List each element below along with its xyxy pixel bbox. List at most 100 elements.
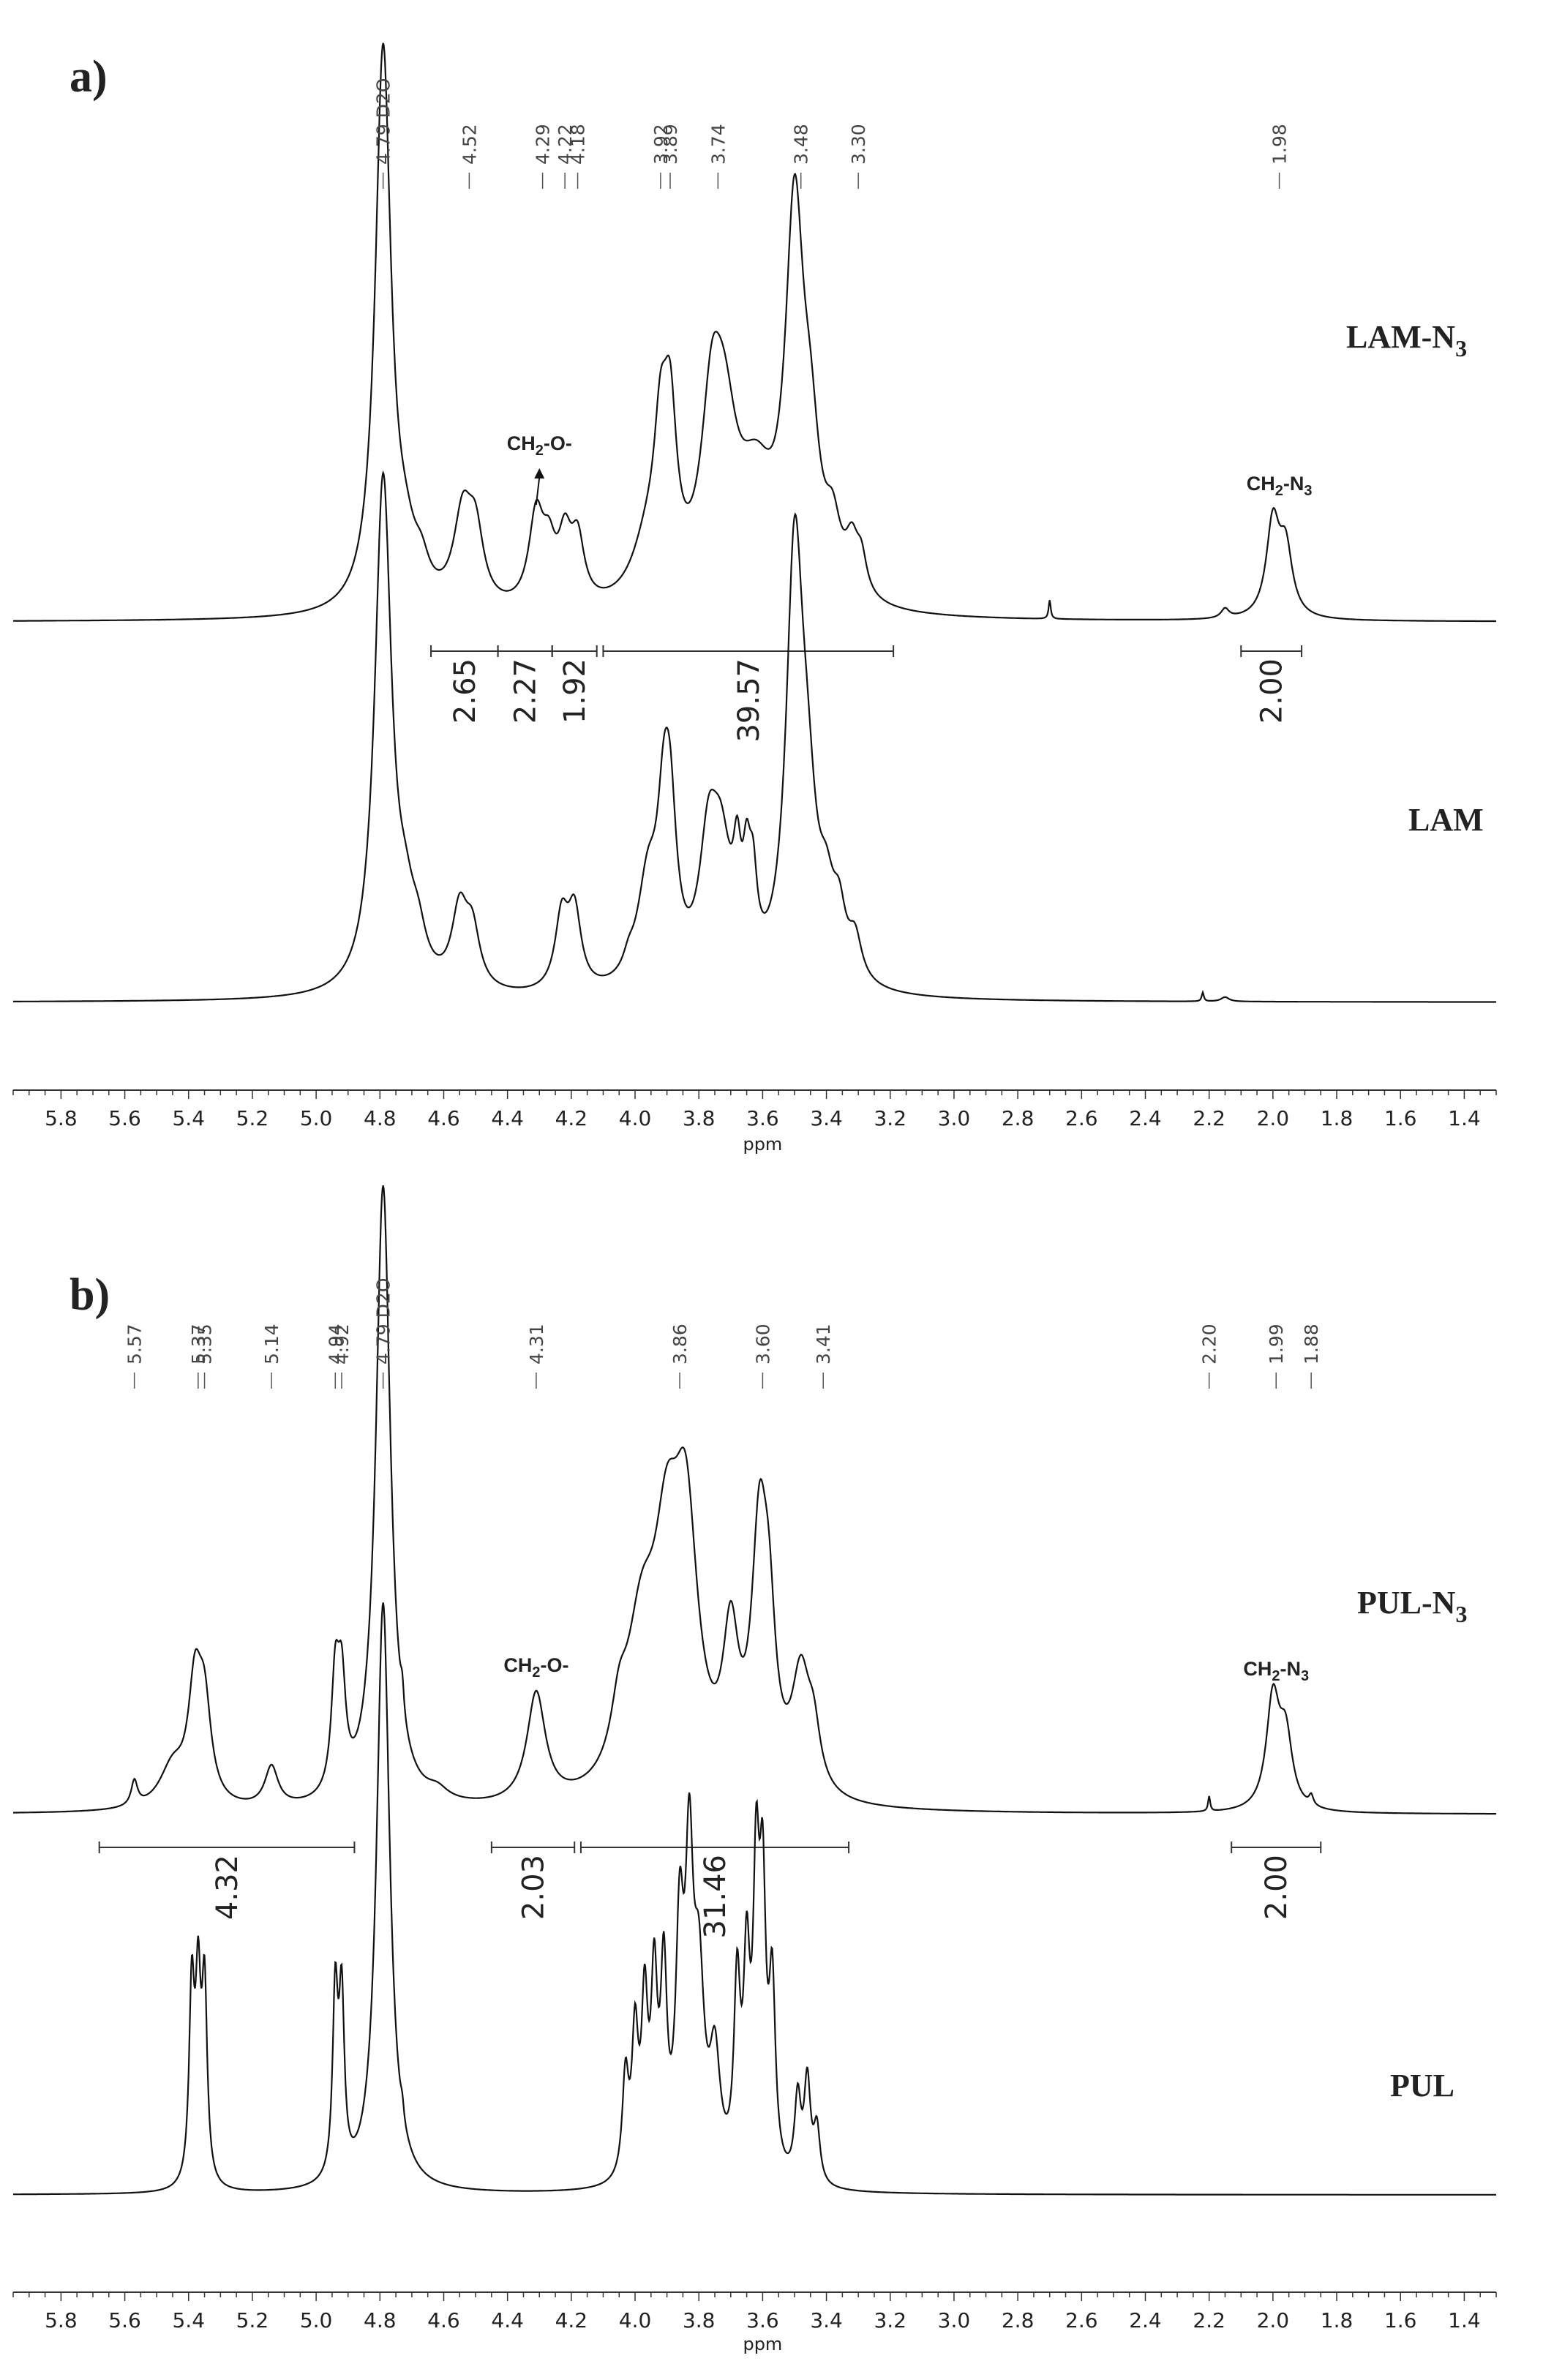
integral: 4.32	[98, 1842, 356, 1920]
spectrum-line	[13, 1602, 1496, 2196]
peak-label: 4.79 D2O	[373, 1278, 394, 1364]
x-tick-label: 4.6	[427, 1106, 460, 1130]
x-tick-label: 2.8	[1002, 2308, 1035, 2332]
peak-label-group: 3.74	[707, 124, 729, 189]
peak-label: 4.52	[459, 124, 480, 165]
annotation: CH2-O-	[507, 432, 572, 459]
peak-label-group: 4.94	[325, 1324, 346, 1389]
peak-label-group: 4.29	[533, 124, 554, 189]
peak-label: 4.79 D2O	[373, 78, 394, 165]
panel-label: a)	[70, 52, 108, 102]
x-tick-label: 5.0	[300, 1106, 333, 1130]
series-label-sub: 3	[1455, 1601, 1467, 1627]
peak-label-group: 3.86	[669, 1324, 691, 1389]
integral: 39.57	[602, 645, 895, 743]
x-axis-title: ppm	[743, 1134, 782, 1155]
peak-label: 4.29	[533, 124, 554, 165]
annotation-rest: -N	[1280, 1658, 1301, 1680]
x-tick-label: 5.2	[236, 2308, 269, 2332]
integral: 1.92	[551, 645, 598, 724]
x-tick-label: 5.8	[45, 2308, 78, 2332]
integral-value: 1.92	[558, 658, 592, 724]
peak-label: 1.98	[1269, 124, 1291, 165]
x-tick-label: 4.0	[619, 2308, 652, 2332]
x-tick-label: 5.0	[300, 2308, 333, 2332]
peak-label-group: 3.89	[660, 124, 681, 189]
peak-label: 3.74	[707, 124, 729, 165]
x-tick-label: 4.6	[427, 2308, 460, 2332]
x-tick-label: 3.0	[938, 2308, 971, 2332]
peak-label-group: 3.41	[813, 1324, 834, 1389]
x-tick-label: 3.8	[683, 2308, 716, 2332]
peak-label: 4.22	[555, 124, 576, 165]
x-tick-label: 2.6	[1065, 1106, 1098, 1130]
x-tick-label: 3.4	[810, 1106, 843, 1130]
peak-label-group: 5.57	[124, 1324, 146, 1389]
integral-value: 2.00	[1255, 658, 1289, 724]
annotation-rest: -N	[1283, 473, 1304, 495]
peak-label: 5.35	[195, 1324, 216, 1364]
series-label: PUL-N3	[1357, 1585, 1467, 1627]
integral: 31.46	[579, 1842, 850, 1939]
peak-label-group: 5.37	[188, 1324, 209, 1389]
annotation: CH2-O-	[503, 1654, 568, 1681]
peak-label: 4.31	[526, 1324, 547, 1364]
annotation-main: CH	[503, 1654, 532, 1676]
integral: 2.03	[490, 1842, 576, 1920]
x-tick-label: 2.0	[1257, 2308, 1290, 2332]
x-tick-label: 5.6	[108, 1106, 141, 1130]
integral-value: 4.32	[211, 1855, 244, 1920]
annotation-sub: 2	[1272, 1668, 1280, 1684]
x-tick-label: 4.2	[555, 1106, 588, 1130]
x-tick-label: 2.8	[1002, 1106, 1035, 1130]
annotation-main: CH	[1243, 1658, 1272, 1680]
annotation-rest: -O-	[540, 1654, 568, 1676]
x-tick-label: 4.8	[364, 1106, 397, 1130]
x-tick-label: 1.4	[1448, 1106, 1481, 1130]
panel-b: b) 5.8 5.6 5.4 5.2 5.0 4.8 4.6 4.4 4.2 4.0 3.8 3.6 3.…	[12, 1185, 1497, 2354]
annotation-sub: 3	[1304, 483, 1312, 499]
series-label-sub: 3	[1455, 335, 1467, 361]
x-tick-label: 2.2	[1193, 1106, 1225, 1130]
spectrum-line	[13, 42, 1497, 623]
x-axis-title: ppm	[743, 2334, 782, 2354]
x-tick-label: 1.4	[1448, 2308, 1481, 2332]
peak-label-group: 4.79 D2O	[373, 1278, 394, 1389]
peak-label: 5.37	[188, 1324, 209, 1364]
series-lam: LAM	[13, 470, 1496, 1003]
x-tick-label: 5.8	[45, 1106, 78, 1130]
x-tick-label: 5.4	[172, 1106, 205, 1130]
annotation-sub: 3	[1301, 1668, 1309, 1684]
series-label: LAM	[1408, 802, 1484, 838]
peak-label: 4.92	[331, 1324, 353, 1364]
peak-label: 3.92	[650, 124, 672, 165]
annotation-sub: 2	[536, 443, 544, 459]
peak-label-group: 3.48	[791, 124, 812, 189]
series-pul: PUL	[13, 1602, 1496, 2196]
integral-value: 39.57	[732, 658, 766, 743]
series-pul-n3: PUL-N3 5.57 5.375.35 5.14 4.944.92 4.79 D2O 4.…	[13, 1185, 1496, 1939]
integral: 2.00	[1240, 645, 1303, 724]
peak-label-group: 4.52	[459, 124, 480, 189]
x-tick-label: 3.6	[746, 2308, 779, 2332]
annotation-main: CH	[507, 432, 536, 454]
x-tick-label: 2.0	[1257, 1106, 1290, 1130]
integral-value: 31.46	[699, 1855, 732, 1939]
peak-label: 5.14	[261, 1324, 282, 1364]
peak-label: 2.20	[1199, 1324, 1220, 1364]
spectrum-line	[13, 470, 1496, 1003]
peak-label-group: 1.88	[1301, 1324, 1322, 1389]
x-tick-label: 5.6	[108, 2308, 141, 2332]
peak-label: 3.89	[660, 124, 681, 165]
x-tick-label: 1.8	[1321, 2308, 1354, 2332]
annotation-arrowhead	[534, 468, 545, 478]
peak-label: 3.86	[669, 1324, 691, 1364]
integral: 2.65	[430, 645, 499, 724]
x-tick-label: 2.2	[1193, 2308, 1225, 2332]
integral: 2.27	[497, 645, 553, 724]
peak-label: 3.48	[791, 124, 812, 165]
x-tick-label: 2.4	[1129, 2308, 1162, 2332]
x-tick-label: 4.4	[491, 1106, 524, 1130]
integral-value: 2.00	[1260, 1855, 1294, 1920]
